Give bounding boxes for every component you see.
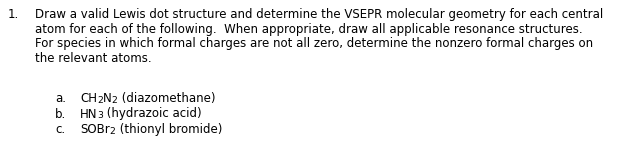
- Text: For species in which formal charges are not all zero, determine the nonzero form: For species in which formal charges are …: [35, 37, 593, 50]
- Text: (diazomethane): (diazomethane): [117, 92, 215, 105]
- Text: Draw a valid Lewis dot structure and determine the VSEPR molecular geometry for : Draw a valid Lewis dot structure and det…: [35, 8, 603, 21]
- Text: the relevant atoms.: the relevant atoms.: [35, 51, 152, 64]
- Text: CH: CH: [80, 92, 97, 105]
- Text: HN: HN: [80, 108, 98, 120]
- Text: b.: b.: [55, 108, 66, 120]
- Text: 2: 2: [110, 127, 116, 136]
- Text: (thionyl bromide): (thionyl bromide): [116, 123, 222, 136]
- Text: a.: a.: [55, 92, 66, 105]
- Text: 1.: 1.: [8, 8, 19, 21]
- Text: (hydrazoic acid): (hydrazoic acid): [103, 108, 202, 120]
- Text: SOBr: SOBr: [80, 123, 110, 136]
- Text: atom for each of the following.  When appropriate, draw all applicable resonance: atom for each of the following. When app…: [35, 22, 583, 35]
- Text: N: N: [103, 92, 112, 105]
- Text: 2: 2: [112, 96, 117, 105]
- Text: 2: 2: [97, 96, 103, 105]
- Text: 3: 3: [98, 111, 103, 120]
- Text: c.: c.: [55, 123, 65, 136]
